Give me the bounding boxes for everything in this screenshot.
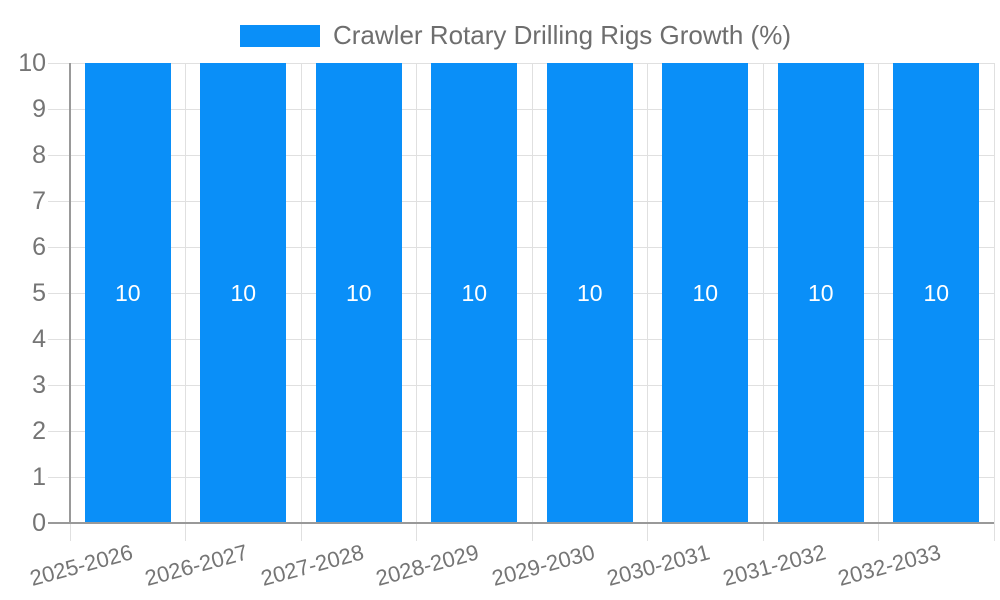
x-tick-label: 2031-2032 <box>719 539 828 591</box>
v-gridline <box>993 63 995 541</box>
bar-value-label: 10 <box>230 279 257 306</box>
x-tick-label: 2029-2030 <box>488 539 597 591</box>
y-axis-line <box>69 63 71 524</box>
y-tick-label: 3 <box>32 371 46 399</box>
h-gridline <box>48 246 994 248</box>
bar[interactable]: 10 <box>546 63 633 523</box>
bar-value-label: 10 <box>692 279 719 306</box>
y-tick-label: 8 <box>32 141 46 169</box>
v-gridline <box>185 63 186 541</box>
y-tick-label: 6 <box>32 233 46 261</box>
h-gridline <box>48 154 994 156</box>
h-gridline <box>48 384 994 386</box>
x-tick-label: 2025-2026 <box>26 539 135 591</box>
y-tick-label: 9 <box>32 95 46 123</box>
v-gridline <box>878 63 879 541</box>
x-axis-line <box>48 522 994 524</box>
y-tick-label: 7 <box>32 187 46 215</box>
bar[interactable]: 10 <box>893 63 980 523</box>
y-tick-label: 0 <box>32 509 46 537</box>
y-tick-label: 5 <box>32 279 46 307</box>
x-tick-label: 2027-2028 <box>257 539 366 591</box>
bar-value-label: 10 <box>461 279 488 306</box>
bar[interactable]: 10 <box>84 63 171 523</box>
v-gridline <box>300 63 302 541</box>
v-gridline <box>762 63 764 541</box>
h-gridline <box>48 200 994 202</box>
bar[interactable]: 10 <box>200 63 287 523</box>
bar[interactable]: 10 <box>662 63 749 523</box>
y-tick-label: 1 <box>32 463 46 491</box>
x-tick-label: 2032-2033 <box>835 539 944 591</box>
x-tick-label: 2026-2027 <box>142 539 251 591</box>
v-gridline <box>647 63 648 541</box>
bar-value-label: 10 <box>923 279 950 306</box>
y-tick-label: 10 <box>18 49 46 77</box>
bar-value-label: 10 <box>807 279 834 306</box>
plot-area: 10 10 10 10 10 10 10 10 0 1 2 3 4 5 6 7 8 9 10 2025-2026 2… <box>18 49 995 591</box>
x-tick-label: 2030-2031 <box>604 539 713 591</box>
bar-value-label: 10 <box>345 279 372 306</box>
legend-swatch <box>240 24 320 47</box>
h-gridline <box>48 430 994 432</box>
legend[interactable]: Crawler Rotary Drilling Rigs Growth (%) <box>240 20 791 51</box>
x-tick-label: 2028-2029 <box>373 539 482 591</box>
bar-value-label: 10 <box>576 279 603 306</box>
v-gridline <box>531 63 533 541</box>
h-gridline <box>48 338 994 340</box>
bar[interactable]: 10 <box>315 63 402 523</box>
h-gridline <box>48 108 994 110</box>
h-gridline <box>48 292 994 294</box>
h-gridline <box>48 62 994 64</box>
bar-value-label: 10 <box>114 279 141 306</box>
legend-label: Crawler Rotary Drilling Rigs Growth (%) <box>333 20 791 50</box>
y-tick-label: 2 <box>32 417 46 445</box>
bar[interactable]: 10 <box>777 63 864 523</box>
h-gridline <box>48 476 994 478</box>
bar[interactable]: 10 <box>431 63 518 523</box>
y-tick-label: 4 <box>32 325 46 353</box>
v-gridline <box>416 63 417 541</box>
